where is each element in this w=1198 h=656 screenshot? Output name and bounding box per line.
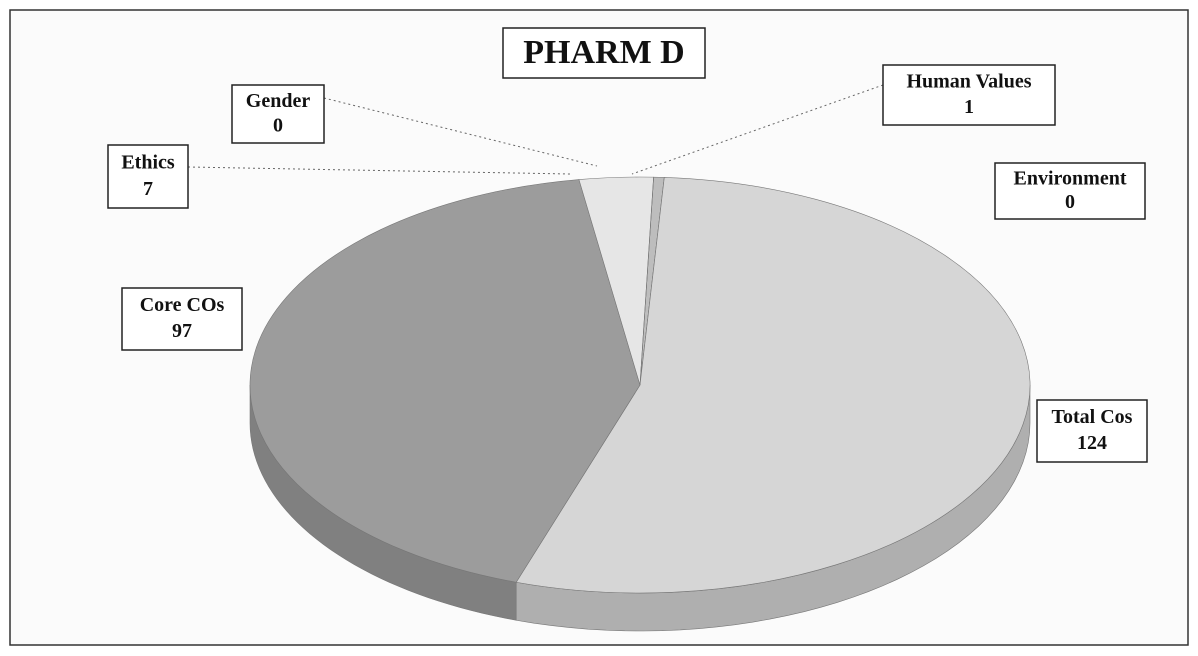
leader-line bbox=[631, 84, 884, 175]
pie-slice bbox=[639, 177, 654, 386]
label-box bbox=[994, 162, 1146, 220]
leader-line bbox=[323, 97, 598, 167]
leader-line bbox=[187, 166, 571, 175]
label-box bbox=[1036, 399, 1148, 463]
pie bbox=[249, 176, 1031, 632]
category-label: Total Cos bbox=[1052, 406, 1133, 428]
label-box bbox=[121, 287, 243, 351]
category-label: Environment bbox=[1014, 167, 1127, 189]
value-label: 0 bbox=[1065, 191, 1075, 213]
category-label: Gender bbox=[246, 90, 311, 112]
pie-slice bbox=[249, 179, 641, 583]
label-box bbox=[107, 144, 189, 209]
value-label: 124 bbox=[1077, 432, 1107, 454]
title-box bbox=[502, 27, 706, 79]
category-label: Ethics bbox=[121, 151, 175, 173]
value-label: 0 bbox=[273, 114, 283, 136]
value-label: 1 bbox=[964, 96, 974, 118]
value-label: 97 bbox=[172, 320, 192, 342]
pie-slice bbox=[515, 177, 1031, 594]
chart-title: PHARM D bbox=[523, 34, 684, 71]
label-box bbox=[882, 64, 1056, 126]
value-label: 7 bbox=[143, 178, 153, 200]
category-label: Human Values bbox=[906, 71, 1031, 93]
label-box bbox=[231, 84, 325, 144]
category-label: Core COs bbox=[140, 294, 225, 316]
